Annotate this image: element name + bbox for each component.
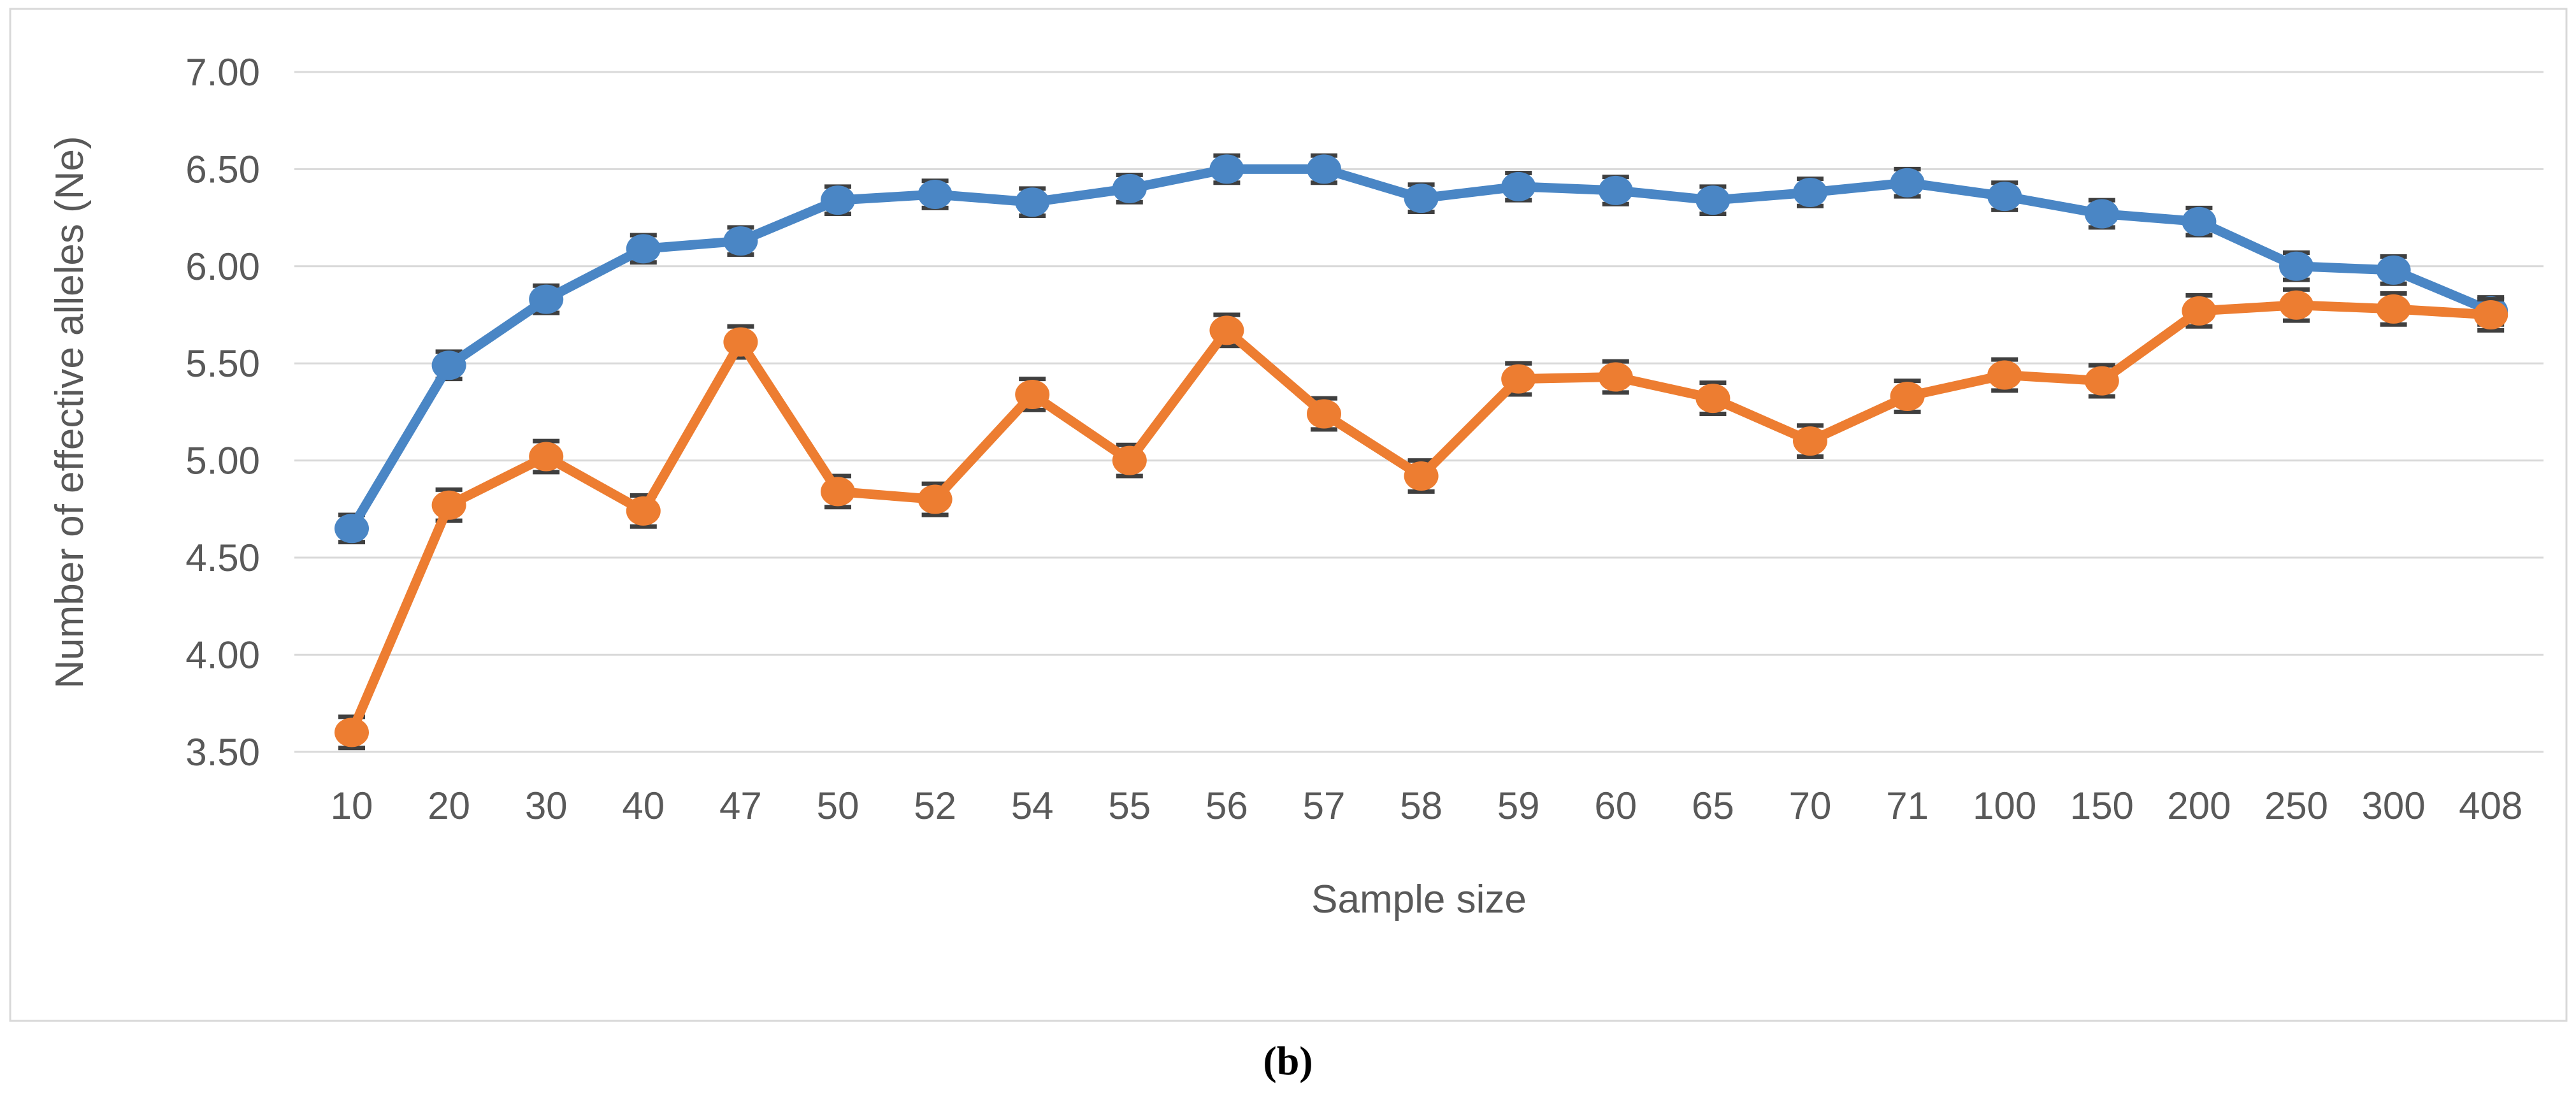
x-tick-label: 200	[2167, 784, 2231, 827]
x-tick-label: 54	[1011, 784, 1054, 827]
orange-series-marker	[1015, 379, 1050, 409]
blue-series-marker	[917, 180, 953, 210]
blue-series-marker	[529, 284, 564, 314]
blue-series-marker	[1890, 168, 1925, 198]
y-tick-label: 3.50	[185, 731, 260, 774]
x-tick-label: 300	[2362, 784, 2426, 827]
x-axis-title: Sample size	[1311, 877, 1527, 921]
orange-series-marker	[1209, 315, 1244, 345]
orange-series-marker	[1501, 364, 1536, 394]
blue-series-marker	[1695, 185, 1731, 215]
x-tick-label: 40	[622, 784, 665, 827]
orange-series-marker	[1793, 426, 1827, 456]
orange-series-marker	[917, 484, 953, 514]
y-tick-label: 6.00	[185, 245, 260, 288]
orange-series-marker	[821, 477, 855, 507]
x-tick-label: 47	[719, 784, 762, 827]
blue-series-marker	[1112, 173, 1147, 203]
x-tick-label: 250	[2264, 784, 2328, 827]
blue-series-marker	[626, 234, 661, 264]
orange-series-line	[347, 300, 2496, 737]
x-tick-label: 57	[1303, 784, 1346, 827]
orange-series-marker	[626, 496, 661, 526]
x-tick-label: 408	[2459, 784, 2522, 827]
orange-series-marker	[1404, 461, 1439, 491]
chart-panel-border	[9, 8, 2568, 1022]
blue-series-marker	[1793, 177, 1827, 207]
orange-series-marker	[2473, 300, 2508, 329]
orange-series-marker	[431, 490, 466, 520]
figure-caption: (b)	[1263, 1038, 1313, 1083]
y-tick-label: 5.00	[185, 440, 260, 482]
x-tick-label: 56	[1205, 784, 1248, 827]
x-tick-label: 150	[2070, 784, 2134, 827]
x-tick-label: 65	[1692, 784, 1734, 827]
blue-series-marker	[1307, 154, 1341, 184]
orange-series-marker	[1695, 384, 1731, 414]
y-tick-label: 4.50	[185, 537, 260, 579]
orange-series-marker	[2182, 296, 2217, 326]
x-tick-label: 10	[331, 784, 373, 827]
x-tick-label: 20	[428, 784, 470, 827]
orange-series-marker	[335, 718, 369, 747]
blue-series-marker	[2084, 199, 2119, 229]
y-tick-label: 4.00	[185, 633, 260, 676]
blue-series-marker	[1987, 182, 2022, 212]
x-tick-label: 60	[1594, 784, 1637, 827]
y-tick-label: 7.00	[185, 51, 260, 94]
blue-series-marker	[1404, 184, 1439, 213]
orange-series-marker	[1987, 360, 2022, 390]
orange-series-marker	[1112, 445, 1147, 475]
y-tick-label: 6.50	[185, 148, 260, 191]
blue-series-marker	[821, 185, 855, 215]
orange-series-marker	[2084, 366, 2119, 396]
orange-series-marker	[1890, 382, 1925, 412]
blue-series-marker	[1209, 154, 1244, 184]
orange-series-marker	[1307, 399, 1341, 429]
orange-series-marker	[529, 442, 564, 472]
orange-series-marker	[1598, 362, 1633, 392]
x-tick-label: 70	[1789, 784, 1832, 827]
x-tick-label: 59	[1497, 784, 1540, 827]
x-tick-label: 52	[914, 784, 956, 827]
blue-series-marker	[1501, 171, 1536, 201]
x-tick-label: 55	[1108, 784, 1151, 827]
x-tick-label: 50	[817, 784, 860, 827]
y-tick-label: 5.50	[185, 342, 260, 385]
x-tick-label: 30	[525, 784, 568, 827]
blue-series-marker	[2376, 255, 2411, 285]
blue-series-marker	[1598, 175, 1633, 205]
x-tick-label: 100	[1973, 784, 2036, 827]
blue-series-marker	[2182, 206, 2217, 236]
blue-series-marker	[1015, 187, 1050, 217]
blue-series-marker	[335, 514, 369, 544]
orange-series-marker	[2376, 294, 2411, 324]
blue-series-marker	[723, 226, 758, 256]
y-axis-title: Number of effective alleles (Ne)	[48, 136, 92, 688]
blue-series-marker	[2279, 251, 2313, 281]
x-tick-label: 58	[1400, 784, 1443, 827]
x-tick-label: 71	[1886, 784, 1929, 827]
blue-series-marker	[431, 350, 466, 380]
orange-series-marker	[2279, 290, 2313, 320]
orange-series-marker	[723, 327, 758, 357]
